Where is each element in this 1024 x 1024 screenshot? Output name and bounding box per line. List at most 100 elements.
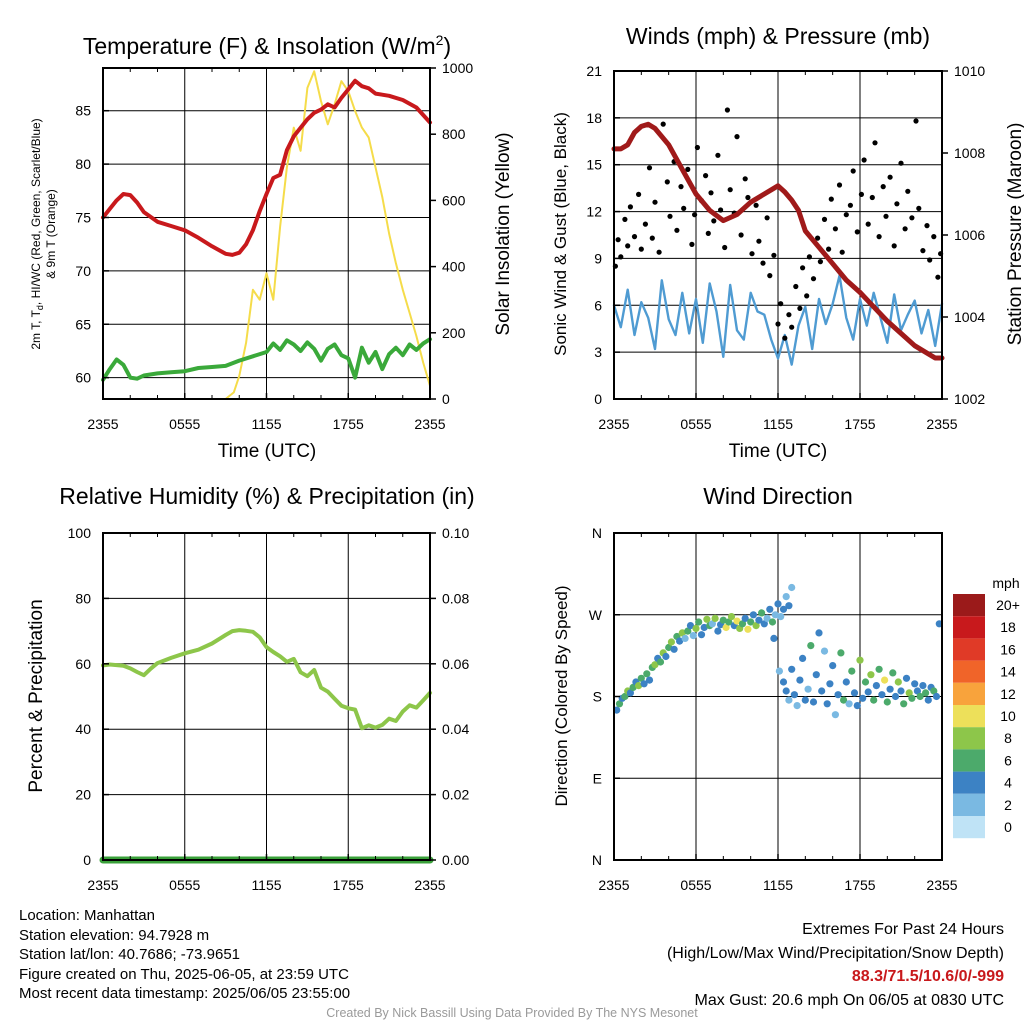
direction-point <box>629 683 637 692</box>
colorbar-label: 20+ <box>996 597 1020 613</box>
winds-y-tick-label: 12 <box>586 204 602 220</box>
gust-point <box>836 182 843 188</box>
elevation-text: Station elevation: 94.7928 m <box>19 926 210 944</box>
direction-point <box>834 691 842 699</box>
direction-point <box>695 618 703 626</box>
gust-point <box>689 241 695 247</box>
humidity-y-tick-label: 20 <box>75 787 91 803</box>
direction-point <box>689 632 697 640</box>
humidity-y-tick-label: 80 <box>75 590 91 606</box>
humidity-y-tick-label: 60 <box>75 656 91 672</box>
colorbar-label: 12 <box>1000 686 1016 702</box>
direction-point <box>684 627 692 635</box>
direction-point <box>818 687 826 695</box>
temperature-x-tick-label: 2355 <box>414 416 445 432</box>
extremes-values: 88.3/71.5/10.6/0/-999 <box>851 968 1004 985</box>
colorbar-label: 4 <box>1004 775 1012 791</box>
direction-point <box>662 652 670 661</box>
direction-point <box>922 689 930 697</box>
direction-point <box>845 700 853 708</box>
direction-point <box>842 678 850 686</box>
humidity-y-label: Percent & Precipitation <box>26 599 47 792</box>
gust-point <box>753 202 759 208</box>
gust-point <box>722 244 728 251</box>
humidity-y2-tick-label: 0.10 <box>442 525 469 541</box>
colorbar-label: 16 <box>1000 641 1016 657</box>
gust-point <box>782 335 788 341</box>
pressure-line <box>611 121 945 361</box>
dewpoint-line <box>101 337 432 382</box>
humidity-x-tick-label: 0555 <box>169 877 200 893</box>
direction-point <box>900 700 908 708</box>
temperature-y2-tick-label: 1000 <box>442 60 473 76</box>
humidity-x-tick-label: 1755 <box>333 877 364 893</box>
humidity-x-tick-label: 1155 <box>251 877 281 893</box>
direction-point <box>861 678 870 686</box>
direction-point <box>799 654 807 663</box>
colorbar-swatch <box>953 749 985 772</box>
direction-point <box>829 662 837 670</box>
winds-y-tick-label: 21 <box>586 63 602 79</box>
wind-direction-series <box>613 583 943 719</box>
winds-panel: Winds (mph) & Pressure (mb) 2355 0555 1155… <box>551 23 1024 462</box>
winds-y2-tick-label: 1002 <box>954 391 985 407</box>
temperature-y2-tick-label: 0 <box>442 391 450 407</box>
direction-point <box>749 611 758 619</box>
winds-y-tick-label: 15 <box>586 157 602 173</box>
gust-point <box>667 213 673 219</box>
gust-point <box>800 265 806 271</box>
direction-point <box>870 696 878 704</box>
gust-point <box>817 259 824 265</box>
temperature-line <box>101 78 432 257</box>
temperature-series <box>101 70 432 400</box>
colorbar-label: 2 <box>1004 797 1012 813</box>
direction-point <box>763 614 771 623</box>
gust-point <box>920 248 926 254</box>
direction-point <box>703 615 711 623</box>
direction-point <box>856 656 864 664</box>
gust-point <box>727 187 733 193</box>
gust-point <box>760 260 766 266</box>
direction-point <box>878 691 886 699</box>
colorbar-swatch <box>953 771 985 794</box>
gust-point <box>622 216 628 222</box>
direction-point <box>930 687 938 695</box>
wind-direction-y-tick-label: N <box>592 852 602 868</box>
location-text: Location: Manhattan <box>19 907 155 924</box>
direction-point <box>774 600 782 608</box>
gust-point <box>642 221 649 227</box>
gust-point <box>876 234 882 240</box>
winds-x-tick-label: 0555 <box>680 416 711 432</box>
direction-point <box>924 696 932 704</box>
winds-grid <box>613 70 943 400</box>
extremes-info: Extremes For Past 24 Hours (High/Low/Max… <box>667 918 1004 1012</box>
temperature-y-label-line2: & 9m T (Orange) <box>44 189 58 279</box>
winds-y2-tick-label: 1004 <box>954 309 985 325</box>
gust-point <box>902 226 908 232</box>
direction-point <box>807 642 815 650</box>
winds-y-label: Sonic Wind & Gust (Blue, Black) <box>551 112 570 356</box>
direction-point <box>621 692 629 701</box>
created-text: Figure created on Thu, 2025-06-05, at 23… <box>19 965 349 983</box>
extremes-title: Extremes For Past 24 Hours <box>802 921 1004 938</box>
winds-title: Winds (mph) & Pressure (mb) <box>626 23 930 49</box>
direction-point <box>777 613 785 621</box>
direction-point <box>708 620 717 628</box>
gust-point <box>843 212 849 218</box>
direction-point <box>886 685 894 693</box>
speed-colorbar: 20+ 18 16 14 12 10 8 6 4 2 0 <box>953 594 1020 839</box>
direction-point <box>788 665 796 673</box>
winds-ticks: 2355 0555 1155 1755 2355 0 3 6 9 12 15 18 21 1002 1004… <box>586 63 985 432</box>
direction-point <box>747 618 755 626</box>
direction-point <box>768 618 777 626</box>
gust-point <box>646 165 653 171</box>
direction-point <box>823 700 831 708</box>
gust-point <box>674 227 680 233</box>
direction-point <box>752 622 760 630</box>
gust-point <box>913 118 919 124</box>
direction-point <box>714 627 722 635</box>
gust-point <box>887 174 893 180</box>
humidity-line <box>101 628 432 731</box>
gust-point <box>627 204 634 210</box>
humidity-grid <box>102 532 431 861</box>
